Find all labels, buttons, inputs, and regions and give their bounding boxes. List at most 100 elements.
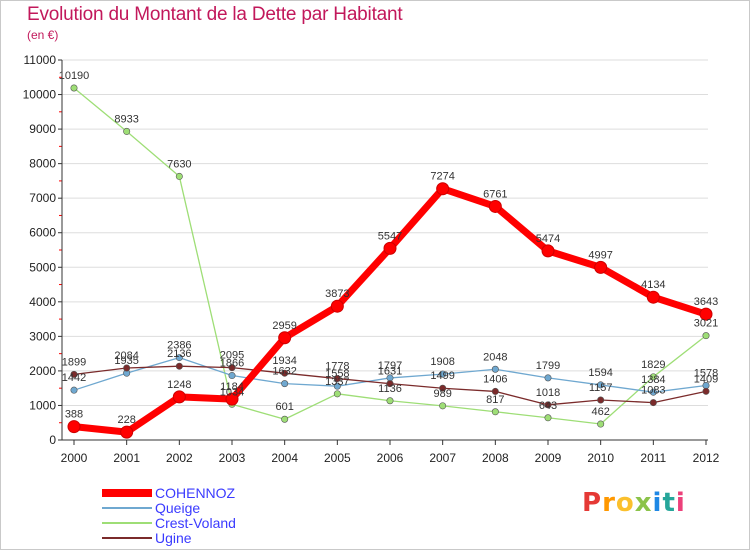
x-tick-label: 2002	[166, 451, 193, 465]
series-line-cohennoz	[70, 185, 710, 436]
y-tick-label: 8000	[29, 157, 56, 171]
data-label-cohennoz: 2959	[272, 320, 296, 332]
data-label-crest-voland: 643	[539, 400, 557, 412]
data-label-queige: 1594	[588, 367, 612, 379]
data-point-ugine	[175, 362, 183, 370]
data-label-queige: 1442	[62, 372, 86, 384]
data-label-queige: 1908	[430, 356, 454, 368]
data-point-crest-voland	[175, 172, 183, 180]
data-point-cohennoz	[67, 420, 81, 434]
chart-title: Evolution du Montant de la Dette par Hab…	[27, 4, 403, 25]
data-label-cohennoz: 3643	[694, 296, 718, 308]
data-label-cohennoz: 5547	[378, 230, 402, 242]
data-label-crest-voland: 1337	[325, 376, 349, 388]
data-point-cohennoz	[541, 244, 555, 258]
data-point-crest-voland	[702, 332, 710, 340]
data-label-cohennoz: 3873	[325, 288, 349, 300]
data-point-crest-voland	[491, 408, 499, 416]
data-point-ugine	[386, 380, 394, 388]
data-point-ugine	[491, 387, 499, 395]
data-label-queige: 1799	[536, 360, 560, 372]
x-tick-label: 2000	[61, 451, 88, 465]
x-tick-label: 2010	[587, 451, 614, 465]
data-label-cohennoz: 388	[65, 409, 83, 421]
data-point-queige	[228, 372, 236, 380]
data-label-crest-voland: 8933	[114, 113, 138, 125]
data-point-queige	[491, 365, 499, 373]
data-label-ugine: 2136	[167, 348, 191, 360]
data-point-ugine	[123, 364, 131, 372]
y-tick-label: 11000	[24, 53, 57, 67]
y-tick-label: 10000	[23, 88, 57, 102]
legend-swatch-cohennoz	[102, 489, 152, 497]
data-point-cohennoz	[278, 331, 292, 345]
data-label-cohennoz: 4997	[588, 249, 612, 261]
x-tick-label: 2011	[640, 451, 666, 465]
legend-swatch-queige	[102, 507, 152, 509]
legend-label-queige: Queige	[155, 500, 201, 516]
data-label-crest-voland: 1829	[641, 359, 665, 371]
data-label-cohennoz: 7274	[430, 171, 454, 183]
data-label-ugine: 1631	[378, 366, 402, 378]
data-point-ugine	[333, 375, 341, 383]
data-point-crest-voland	[649, 373, 657, 381]
data-label-ugine: 1018	[536, 387, 560, 399]
data-point-ugine	[228, 364, 236, 372]
data-label-queige: 1797	[378, 360, 402, 372]
y-tick-label: 0	[49, 433, 56, 447]
data-label-ugine: 2084	[114, 350, 138, 362]
data-label-ugine: 1499	[430, 370, 454, 382]
x-tick-label: 2006	[377, 451, 404, 465]
data-point-queige	[597, 381, 605, 389]
data-point-cohennoz	[330, 299, 344, 313]
x-tick-label: 2003	[219, 451, 246, 465]
legend-label-ugine: Ugine	[155, 530, 192, 546]
data-label-queige: 2048	[483, 351, 507, 363]
data-point-crest-voland	[333, 390, 341, 398]
data-point-ugine	[649, 399, 657, 407]
data-label-queige: 1632	[272, 366, 296, 378]
data-point-ugine	[597, 396, 605, 404]
data-point-crest-voland	[281, 415, 289, 423]
data-label-queige: 1558	[325, 368, 349, 380]
data-point-ugine	[70, 370, 78, 378]
data-point-crest-voland	[123, 127, 131, 135]
data-label-crest-voland: 3021	[694, 318, 718, 330]
data-point-queige	[281, 380, 289, 388]
y-tick-label: 7000	[29, 191, 56, 205]
y-tick-label: 2000	[29, 364, 56, 378]
data-label-cohennoz: 1184	[220, 381, 244, 393]
data-point-ugine	[702, 387, 710, 395]
data-label-crest-voland: 10190	[59, 70, 90, 82]
data-label-crest-voland: 601	[275, 401, 293, 413]
data-label-queige: 1935	[114, 355, 138, 367]
data-label-crest-voland: 7630	[167, 158, 191, 170]
logo-letter: i	[675, 488, 686, 518]
data-label-ugine: 1934	[272, 355, 296, 367]
x-tick-label: 2008	[482, 451, 509, 465]
y-tick-label: 3000	[29, 329, 56, 343]
y-tick-label: 6000	[29, 226, 56, 240]
data-point-cohennoz	[488, 199, 502, 213]
data-label-cohennoz: 4134	[641, 279, 665, 291]
series-layer	[67, 84, 713, 439]
data-point-cohennoz	[120, 425, 134, 439]
y-tick-label: 9000	[29, 122, 56, 136]
data-label-crest-voland: 462	[591, 406, 609, 418]
data-point-crest-voland	[70, 84, 78, 92]
data-label-queige: 1578	[694, 367, 718, 379]
data-point-cohennoz	[383, 241, 397, 255]
data-point-crest-voland	[386, 397, 394, 405]
data-point-crest-voland	[439, 402, 447, 410]
x-tick-label: 2009	[535, 451, 562, 465]
data-point-ugine	[281, 369, 289, 377]
x-tick-label: 2012	[693, 451, 720, 465]
data-label-crest-voland: 1034	[220, 386, 244, 398]
data-point-ugine	[544, 401, 552, 409]
data-label-crest-voland: 989	[433, 388, 451, 400]
data-point-queige	[439, 370, 447, 378]
data-label-ugine: 1083	[641, 385, 665, 397]
data-point-queige	[70, 386, 78, 394]
data-label-layer: 388 228 1248 1184 2959 3873 5547 7274 6761 5474 49…	[59, 70, 719, 426]
proxiti-logo: Proxiti	[582, 488, 686, 518]
